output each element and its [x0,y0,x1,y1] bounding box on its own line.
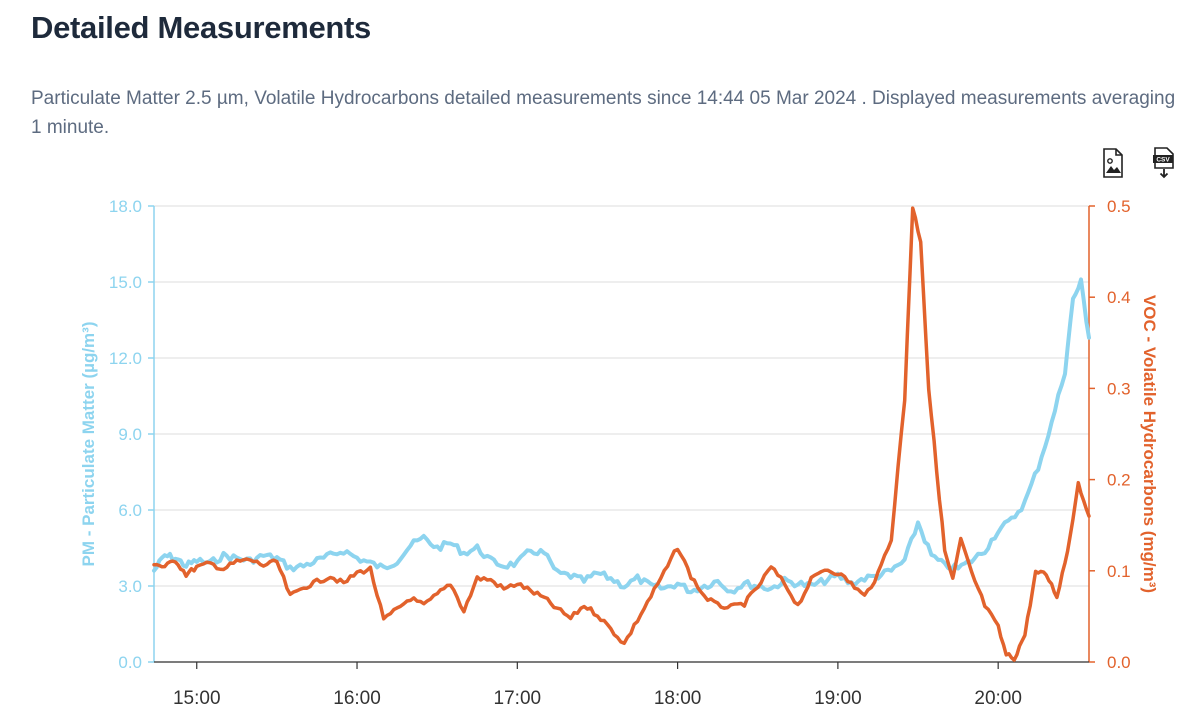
csv-download-button[interactable]: CSV [1151,146,1177,180]
y-left-tick-label: 3.0 [118,577,142,596]
y-right-tick-label: 0.2 [1107,471,1131,490]
x-tick-label: 18:00 [654,688,702,709]
x-tick-label: 19:00 [814,688,862,709]
page-description: Particulate Matter 2.5 µm, Volatile Hydr… [31,88,1176,138]
y-right-axis-title: VOC - Volatile Hydrocarbons (mg/m³) [1140,295,1159,593]
y-left-tick-label: 9.0 [118,425,142,444]
image-download-button[interactable] [1100,146,1126,180]
page-title: Detailed Measurements [31,10,371,45]
voc-series-line [152,206,1091,662]
y-right-tick-label: 0.3 [1107,379,1131,398]
y-right-tick-label: 0.5 [1107,197,1131,216]
y-right-tick-label: 0.0 [1107,653,1131,672]
y-right-tick-label: 0.4 [1107,288,1131,307]
csv-icon-label: CSV [1156,157,1170,164]
y-left-tick-label: 0.0 [118,653,142,672]
x-tick-label: 15:00 [173,688,221,709]
x-tick-label: 16:00 [333,688,381,709]
y-left-tick-label: 15.0 [109,273,142,292]
pm-series-line [152,277,1091,595]
y-left-tick-label: 12.0 [109,349,142,368]
y-left-tick-label: 18.0 [109,197,142,216]
x-tick-label: 17:00 [494,688,542,709]
y-left-axis-title: PM - Particulate Matter (µg/m³) [79,322,98,567]
y-left-tick-label: 6.0 [118,501,142,520]
csv-download-icon: CSV [1153,147,1174,179]
y-right-tick-label: 0.1 [1107,562,1131,581]
image-download-icon [1103,148,1123,178]
x-tick-label: 20:00 [974,688,1022,709]
